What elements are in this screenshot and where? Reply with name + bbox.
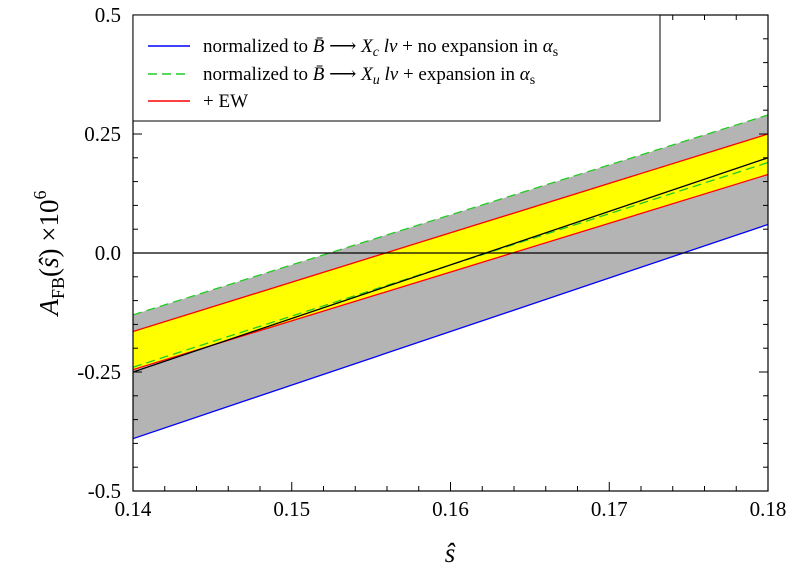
bands-layer xyxy=(133,114,768,439)
series-line-1 xyxy=(133,114,768,316)
y-axis-title: AFB(ŝ) ×106 xyxy=(30,190,68,317)
x-tick-label: 0.17 xyxy=(591,497,628,521)
series-line-5 xyxy=(133,157,768,373)
y-tick-label: 0.0 xyxy=(95,241,121,265)
legend-text-3: + EW xyxy=(203,91,248,112)
x-tick-label: 0.14 xyxy=(115,497,152,521)
legend-text-1: normalized to B̄ ⟶ Xc lν + no expansion … xyxy=(203,36,558,60)
legend-box xyxy=(132,14,661,122)
series-layer xyxy=(133,114,768,440)
x-tick-label: 0.18 xyxy=(750,497,787,521)
series-line-0 xyxy=(133,223,768,440)
series-line-3 xyxy=(133,133,768,333)
tick-labels: 0.14 0.15 0.16 0.17 0.18 -0.5 -0.25 0.0 0.25 0.5 xyxy=(77,3,786,521)
y-tick-label: -0.5 xyxy=(88,479,121,503)
legend-text-2: normalized to B̄ ⟶ Xu lν + expansion in … xyxy=(203,64,535,88)
legend: normalized to B̄ ⟶ Xc lν + no expansion … xyxy=(132,14,661,122)
x-tick-label: 0.15 xyxy=(273,497,310,521)
y-tick-label: -0.25 xyxy=(77,360,121,384)
band-1 xyxy=(133,134,768,370)
x-tick-label: 0.16 xyxy=(432,497,469,521)
series-line-4 xyxy=(133,173,768,371)
x-axis-title: ŝ xyxy=(445,538,456,568)
y-tick-label: 0.5 xyxy=(95,3,121,27)
y-tick-label: 0.25 xyxy=(84,122,121,146)
